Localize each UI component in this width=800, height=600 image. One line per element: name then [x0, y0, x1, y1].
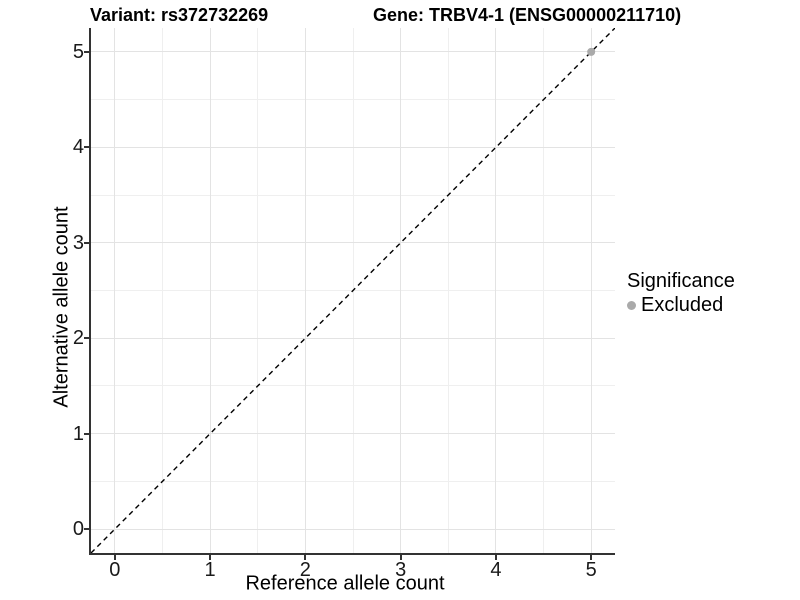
y-axis-title: Alternative allele count [50, 206, 73, 408]
x-axis-title: Reference allele count [245, 572, 445, 595]
legend-point-icon [627, 301, 636, 310]
major-gridline-x [209, 28, 211, 553]
y-tick-label: 4 [72, 136, 84, 159]
legend: Significance Excluded [627, 270, 735, 317]
major-gridline-y [91, 242, 615, 244]
x-tick-label: 1 [204, 559, 216, 581]
x-tick-mark [399, 555, 402, 560]
major-gridline-y [91, 146, 615, 148]
y-tick-mark [84, 50, 89, 53]
x-tick-label: 2 [299, 559, 311, 581]
x-tick-label: 4 [490, 559, 502, 581]
major-gridline-y [91, 528, 615, 530]
minor-gridline-y [91, 385, 615, 387]
x-tick-mark [304, 555, 307, 560]
major-gridline-y [91, 433, 615, 435]
identity-dashed-line [91, 28, 615, 553]
plot-title-variant: Variant: rs372732269 [90, 5, 269, 25]
major-gridline-y [91, 51, 615, 53]
plot-title-gene: Gene: TRBV4-1 (ENSG00000211710) [373, 5, 682, 25]
x-tick-label: 3 [395, 559, 407, 581]
major-gridline-y [91, 337, 615, 339]
x-tick-mark [590, 555, 593, 560]
y-tick-label: 3 [72, 231, 84, 254]
y-tick-mark [84, 241, 89, 244]
major-gridline-x [400, 28, 402, 553]
y-tick-mark [84, 146, 89, 149]
y-tick-label: 1 [72, 422, 84, 445]
x-tick-label: 0 [109, 559, 121, 581]
y-tick-mark [84, 528, 89, 531]
major-gridline-x [590, 28, 592, 553]
minor-gridline-y [91, 480, 615, 482]
y-tick-label: 2 [72, 327, 84, 350]
data-points-layer [587, 47, 596, 56]
x-tick-mark [494, 555, 497, 560]
x-tick-label: 5 [585, 559, 597, 581]
y-tick-label: 0 [72, 518, 84, 541]
legend-title: Significance [627, 270, 735, 292]
y-tick-mark [84, 432, 89, 435]
legend-item-excluded: Excluded [627, 294, 735, 317]
y-tick-label: 5 [72, 40, 84, 63]
major-gridline-x [304, 28, 306, 553]
minor-gridline-y [91, 194, 615, 196]
legend-item-label: Excluded [641, 294, 724, 316]
major-gridline-x [114, 28, 116, 553]
major-gridline-x [495, 28, 497, 553]
x-tick-mark [113, 555, 116, 560]
plot-layer [91, 28, 615, 553]
y-tick-mark [84, 337, 89, 340]
x-tick-mark [209, 555, 212, 560]
data-point [587, 47, 596, 56]
chart-panel [89, 28, 615, 555]
minor-gridline-y [91, 99, 615, 101]
